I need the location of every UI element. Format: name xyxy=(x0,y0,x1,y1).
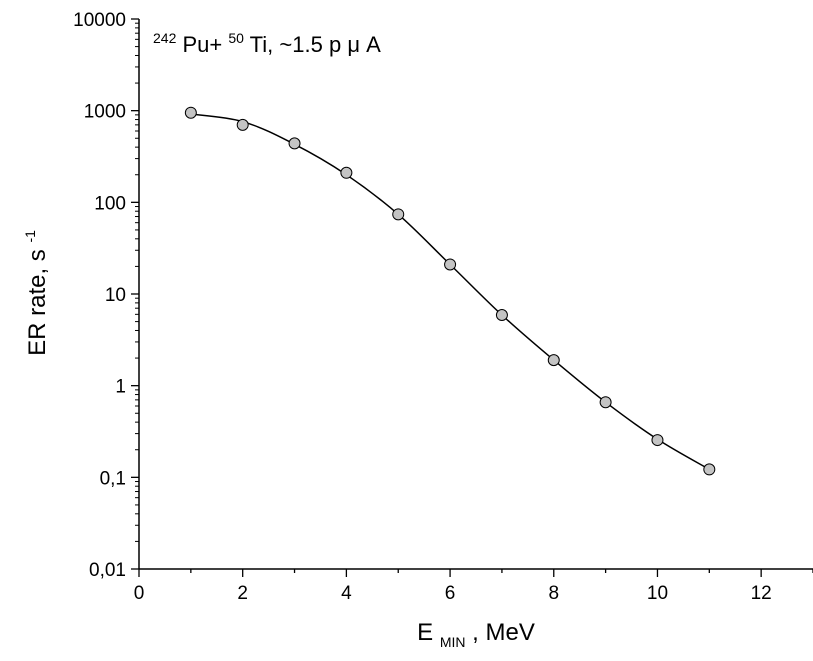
x-tick-label: 4 xyxy=(341,583,352,604)
data-point xyxy=(547,354,560,367)
data-point xyxy=(236,118,249,131)
y-axis-label-main: ER rate, s xyxy=(24,249,51,356)
x-axis-ticks: 0 2 4 6 8 10 12 xyxy=(134,569,813,604)
annotation-sup-1: 242 xyxy=(153,30,177,46)
x-axis-label-rest: , MeV xyxy=(472,619,535,646)
y-tick-label: 1000 xyxy=(84,102,126,123)
y-tick-label: 0,1 xyxy=(100,468,126,489)
y-tick-label: 10 xyxy=(105,285,126,306)
annotation-sup-2: 50 xyxy=(228,30,244,46)
y-axis-label: ER rate, s -1 xyxy=(22,230,51,356)
y-tick-label: 10000 xyxy=(73,10,126,31)
data-point xyxy=(444,258,457,271)
data-points xyxy=(184,106,716,476)
data-point xyxy=(184,106,197,119)
data-point xyxy=(651,434,664,447)
x-tick-label: 6 xyxy=(445,583,456,604)
y-tick-label: 1 xyxy=(115,377,126,398)
x-tick-label: 10 xyxy=(647,583,668,604)
data-point xyxy=(703,463,716,476)
x-tick-label: 12 xyxy=(751,583,772,604)
x-axis-label-sub: MIN xyxy=(440,634,466,650)
data-point xyxy=(392,208,405,221)
data-point xyxy=(599,396,612,409)
data-point xyxy=(340,166,353,179)
data-point xyxy=(288,137,301,150)
x-axis-label-main: E xyxy=(417,619,433,646)
x-tick-label: 2 xyxy=(237,583,248,604)
y-axis-label-sup: -1 xyxy=(22,230,38,243)
annotation-mu: μ xyxy=(347,32,360,57)
axes xyxy=(138,19,813,570)
y-tick-label: 100 xyxy=(94,193,126,214)
y-axis-ticks: 0,01 0,1 1 10 100 1000 10000 xyxy=(73,10,139,581)
x-axis-label: E MIN , MeV xyxy=(417,619,535,653)
annotation-part-2: Ti, ~1.5 p xyxy=(250,32,342,57)
annotation-part-3: A xyxy=(366,32,381,57)
x-tick-label: 0 xyxy=(134,583,145,604)
annotation: 242 Pu+ 50 Ti, ~1.5 p μ A xyxy=(153,23,381,57)
data-point xyxy=(495,309,508,322)
annotation-part-1: Pu+ xyxy=(182,32,222,57)
y-tick-label: 0,01 xyxy=(89,560,126,581)
fit-curve xyxy=(190,113,710,471)
x-tick-label: 8 xyxy=(548,583,559,604)
